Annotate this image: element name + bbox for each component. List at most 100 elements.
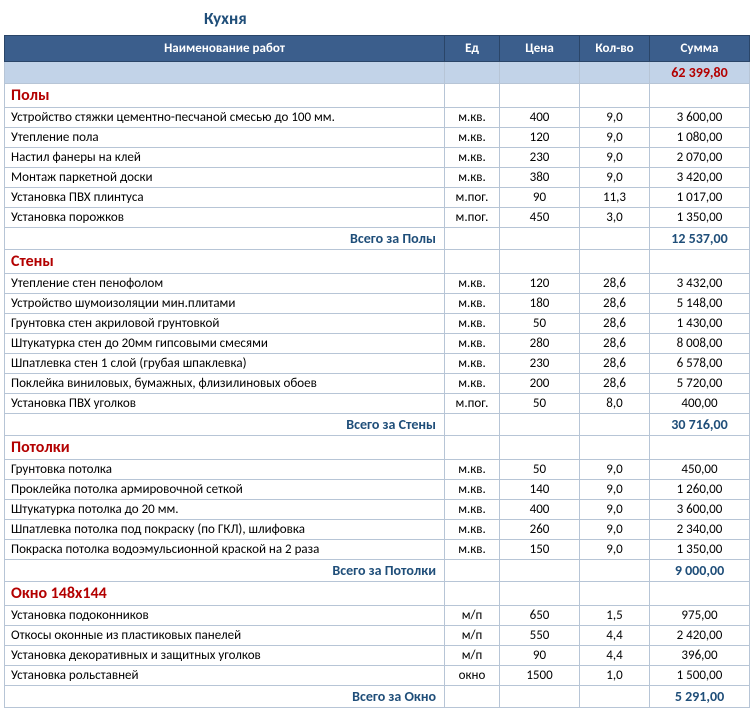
cell-name: Штукатурка потолка до 20 мм.: [5, 500, 445, 520]
cell-qty: 8,0: [580, 394, 650, 414]
cell-price: 120: [500, 274, 580, 294]
cell-name: Установка декоративных и защитных уголко…: [5, 646, 445, 666]
cell-name: Установка порожков: [5, 208, 445, 228]
section-subtotal: Всего за Окно 5 291,00: [5, 686, 750, 708]
table-row: Проклейка потолка армировочной сеткойм.к…: [5, 480, 750, 500]
cell-price: 150: [500, 540, 580, 560]
col-header-qty: Кол-во: [580, 36, 650, 62]
cell-sum: 2 420,00: [650, 626, 750, 646]
table-row: Откосы оконные из пластиковых панелейм/п…: [5, 626, 750, 646]
cell-sum: 5 720,00: [650, 374, 750, 394]
cell-price: 450: [500, 208, 580, 228]
cell-qty: 4,4: [580, 626, 650, 646]
cell-unit: м.кв.: [445, 274, 500, 294]
cell-price: 260: [500, 520, 580, 540]
cell-name: Устройство шумоизоляции мин.плитами: [5, 294, 445, 314]
cell-sum: 1 430,00: [650, 314, 750, 334]
cell-unit: м/п: [445, 626, 500, 646]
cell-price: 280: [500, 334, 580, 354]
cell-name: Шпатлевка потолка под покраску (по ГКЛ),…: [5, 520, 445, 540]
cell-sum: 3 420,00: [650, 168, 750, 188]
cell-qty: 1,0: [580, 666, 650, 686]
cell-price: 650: [500, 606, 580, 626]
subtotal-label: Всего за Окно: [5, 686, 445, 708]
cell-unit: м.кв.: [445, 168, 500, 188]
subtotal-label: Всего за Стены: [5, 414, 445, 436]
cell-sum: 3 432,00: [650, 274, 750, 294]
cell-unit: м.кв.: [445, 148, 500, 168]
cell-qty: 28,6: [580, 314, 650, 334]
cell-unit: м.пог.: [445, 208, 500, 228]
cell-qty: 28,6: [580, 274, 650, 294]
cell-qty: 11,3: [580, 188, 650, 208]
table-row: Установка порожковм.пог.4503,01 350,00: [5, 208, 750, 228]
cell-unit: м.кв.: [445, 500, 500, 520]
cell-qty: 9,0: [580, 540, 650, 560]
cell-price: 230: [500, 148, 580, 168]
cell-unit: м.кв.: [445, 374, 500, 394]
cell-qty: 9,0: [580, 480, 650, 500]
cell-unit: м.кв.: [445, 354, 500, 374]
cell-sum: 3 600,00: [650, 108, 750, 128]
cell-qty: 1,5: [580, 606, 650, 626]
cell-price: 200: [500, 374, 580, 394]
table-row: Устройство шумоизоляции мин.плитамим.кв.…: [5, 294, 750, 314]
cell-price: 90: [500, 188, 580, 208]
col-header-price: Цена: [500, 36, 580, 62]
cell-qty: 9,0: [580, 108, 650, 128]
cell-name: Утепление пола: [5, 128, 445, 148]
grand-total-row: 62 399,80: [5, 62, 750, 84]
cell-sum: 975,00: [650, 606, 750, 626]
cell-price: 90: [500, 646, 580, 666]
table-row: Грунтовка стен акриловой грунтовкойм.кв.…: [5, 314, 750, 334]
cell-sum: 1 350,00: [650, 208, 750, 228]
cell-name: Покраска потолка водоэмульсионной краско…: [5, 540, 445, 560]
table-row: Установка ПВХ уголковм.пог.508,0400,00: [5, 394, 750, 414]
table-row: Установка подоконниковм/п6501,5975,00: [5, 606, 750, 626]
table-header-row: Наименование работ Ед Цена Кол-во Сумма: [5, 36, 750, 62]
cell-unit: м.кв.: [445, 294, 500, 314]
cell-price: 140: [500, 480, 580, 500]
cell-name: Грунтовка потолка: [5, 460, 445, 480]
cell-sum: 6 578,00: [650, 354, 750, 374]
cell-sum: 1 017,00: [650, 188, 750, 208]
table-row: Монтаж паркетной доским.кв.3809,03 420,0…: [5, 168, 750, 188]
cell-unit: м.кв.: [445, 480, 500, 500]
table-row: Утепление стен пенофоломм.кв.12028,63 43…: [5, 274, 750, 294]
page-title: Кухня: [4, 4, 749, 35]
section-header: Потолки: [5, 436, 750, 460]
section-title: Окно 148х144: [5, 582, 445, 606]
cell-unit: окно: [445, 666, 500, 686]
cell-price: 400: [500, 500, 580, 520]
subtotal-label: Всего за Полы: [5, 228, 445, 250]
table-row: Установка декоративных и защитных уголко…: [5, 646, 750, 666]
cell-sum: 2 340,00: [650, 520, 750, 540]
cell-qty: 9,0: [580, 460, 650, 480]
cell-qty: 28,6: [580, 374, 650, 394]
cell-unit: м.кв.: [445, 520, 500, 540]
grand-total-value: 62 399,80: [650, 62, 750, 84]
col-header-unit: Ед: [445, 36, 500, 62]
cell-qty: 28,6: [580, 294, 650, 314]
subtotal-value: 12 537,00: [650, 228, 750, 250]
cell-sum: 1 260,00: [650, 480, 750, 500]
cell-name: Установка подоконников: [5, 606, 445, 626]
cell-name: Штукатурка стен до 20мм гипсовыми смесям…: [5, 334, 445, 354]
section-header: Стены: [5, 250, 750, 274]
table-row: Установка рольставнейокно15001,01 500,00: [5, 666, 750, 686]
cell-sum: 1 500,00: [650, 666, 750, 686]
cell-name: Откосы оконные из пластиковых панелей: [5, 626, 445, 646]
cell-name: Настил фанеры на клей: [5, 148, 445, 168]
cell-unit: м/п: [445, 646, 500, 666]
cell-price: 380: [500, 168, 580, 188]
cell-price: 230: [500, 354, 580, 374]
table-row: Шпатлевка стен 1 слой (грубая шпаклевка)…: [5, 354, 750, 374]
subtotal-value: 5 291,00: [650, 686, 750, 708]
table-row: Утепление полам.кв.1209,01 080,00: [5, 128, 750, 148]
table-row: Штукатурка стен до 20мм гипсовыми смесям…: [5, 334, 750, 354]
table-row: Установка ПВХ плинтусам.пог.9011,31 017,…: [5, 188, 750, 208]
cell-qty: 28,6: [580, 354, 650, 374]
cell-sum: 3 600,00: [650, 500, 750, 520]
cell-qty: 9,0: [580, 128, 650, 148]
cell-qty: 28,6: [580, 334, 650, 354]
